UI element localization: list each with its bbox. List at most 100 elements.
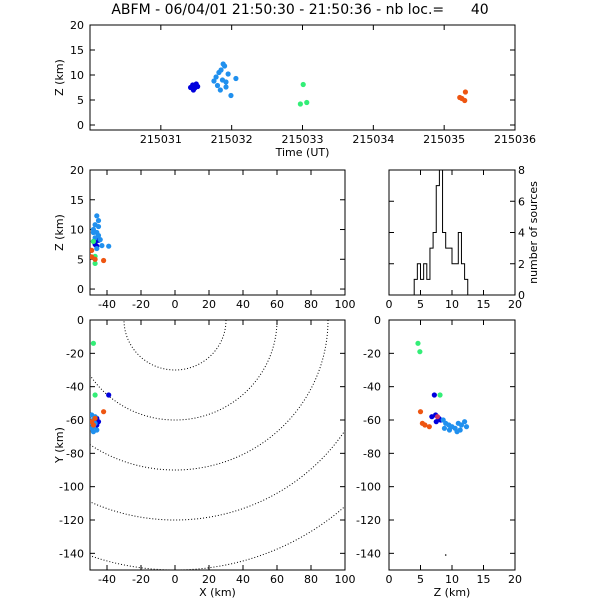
x-tick-label: 60 [270,298,284,311]
data-point [94,213,100,219]
y-tick-label: -60 [363,414,381,427]
data-point [462,89,469,95]
data-point [297,101,303,107]
y-tick-label: -40 [66,381,84,394]
y-tick-label: -80 [363,447,381,460]
y-tick-label: 15 [70,44,84,57]
data-point [213,74,219,80]
plot-frame [89,169,346,296]
y-axis-label: number of sources [527,181,540,284]
data-point [187,84,194,91]
y-tick-label: 2 [518,258,525,271]
y-tick-label: -20 [363,347,381,360]
data-point [195,83,201,90]
plot-frame [388,319,516,571]
x-tick-label: 80 [304,573,318,586]
x-tick-label: 15 [477,298,491,311]
data-point [437,392,443,398]
x-tick-label: 0 [386,298,393,311]
x-tick-label: 215033 [282,133,324,146]
data-point [218,67,224,73]
data-point [211,78,217,84]
data-point [457,94,463,101]
x-tick-label: 100 [335,298,356,311]
data-point [417,409,424,415]
x-tick-label: 10 [445,573,459,586]
x-axis-label: Time (UT) [275,146,330,159]
data-point [92,256,98,262]
x-tick-label: -40 [98,573,116,586]
x-tick-label: 100 [335,573,356,586]
x-tick-label: 20 [508,573,522,586]
data-point [444,554,447,556]
y-tick-label: 4 [518,227,525,240]
data-point [434,414,441,420]
x-tick-label: 0 [386,573,393,586]
data-point [106,392,112,398]
y-tick-label: 5 [77,94,84,107]
data-point [458,422,465,428]
x-tick-label: 215032 [211,133,253,146]
data-point [101,409,107,415]
data-point [97,237,103,243]
y-tick-label: 20 [70,19,84,32]
scatter-points [187,61,469,107]
data-point [99,242,105,249]
y-axis-label: Y (km) [53,427,66,464]
range-rings [90,320,345,570]
y-axis-label: Z (km) [53,214,66,251]
y-tick-label: -140 [59,547,84,560]
y-tick-label: -40 [363,381,381,394]
data-point [214,82,221,89]
panel-altitude-histogram [388,169,516,296]
data-point [90,429,96,435]
data-point [300,81,306,88]
data-point [95,217,102,224]
x-tick-label: 20 [202,573,216,586]
plot-frame [89,24,516,131]
data-point [462,97,468,104]
data-point [225,71,231,77]
data-point [95,223,102,230]
data-point [90,238,96,245]
x-tick-label: -40 [98,298,116,311]
y-tick-label: 0 [77,283,84,296]
data-point [221,63,228,69]
data-point [415,340,421,346]
y-tick-label: 0 [374,314,381,327]
x-tick-label: -20 [132,573,150,586]
y-tick-label: -100 [59,481,84,494]
histogram-outline [389,169,515,296]
y-tick-label: 15 [70,194,84,207]
data-point [219,77,226,83]
data-point [233,75,239,82]
panel-time-altitude [89,24,516,131]
data-point [101,257,107,264]
x-axis-label: X (km) [199,586,236,599]
data-point [433,419,439,425]
data-point [304,99,310,106]
data-point [223,84,229,90]
x-tick-label: 20 [508,298,522,311]
x-tick-label: 215036 [494,133,536,146]
y-tick-label: -140 [356,547,381,560]
y-tick-label: 5 [77,253,84,266]
y-tick-label: 0 [77,119,84,132]
data-point [92,260,98,267]
y-tick-label: -80 [66,447,84,460]
data-point [217,87,223,93]
y-tick-label: 10 [70,69,84,82]
x-tick-label: 60 [270,573,284,586]
data-point [90,419,95,425]
x-tick-label: -20 [132,298,150,311]
range-ring [90,320,329,471]
data-point [441,425,448,431]
data-point [90,340,96,346]
scatter-points [90,213,112,267]
plot-frame [388,169,516,296]
panel-altitude-y [388,319,516,571]
data-point [446,427,453,433]
x-tick-label: 40 [236,573,250,586]
y-tick-label: 20 [70,164,84,177]
x-tick-label: 215031 [140,133,182,146]
